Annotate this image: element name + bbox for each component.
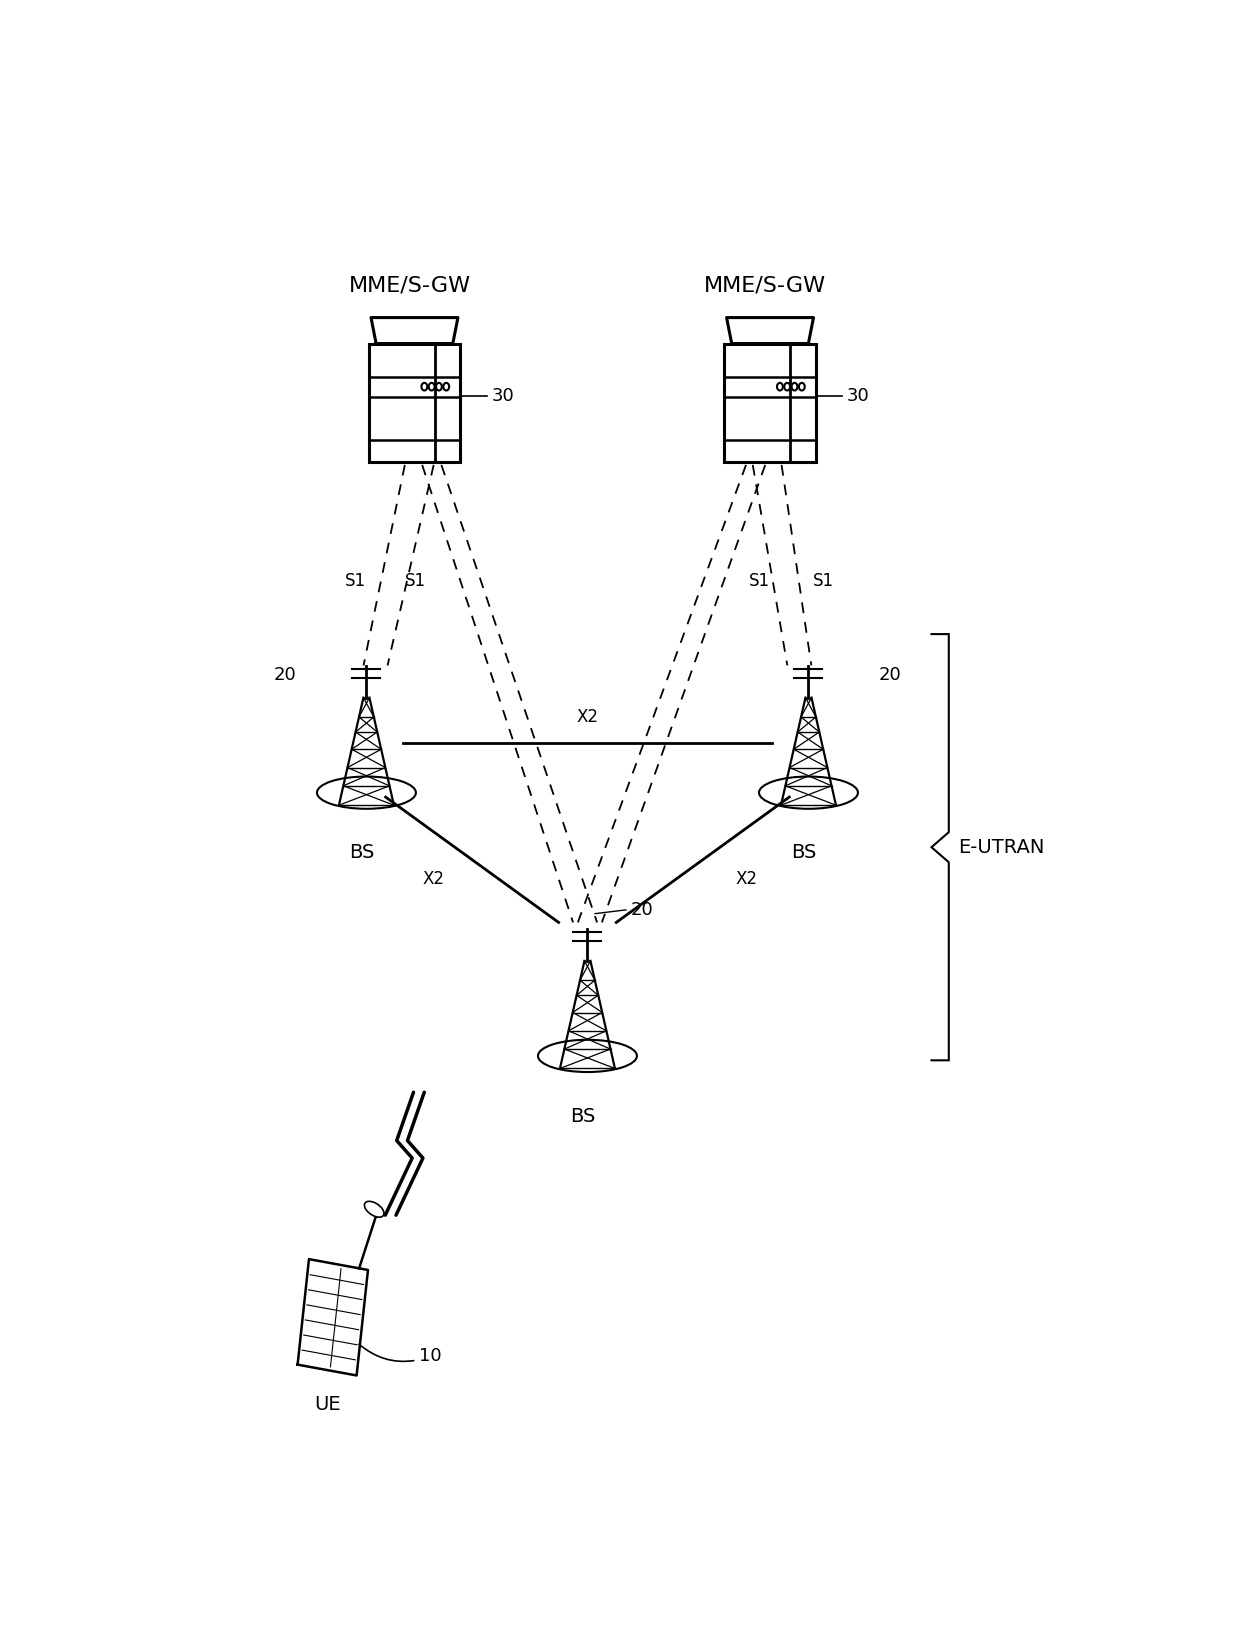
Text: 20: 20	[631, 900, 653, 918]
Text: BS: BS	[348, 843, 374, 863]
Text: S1: S1	[813, 571, 835, 591]
Text: 10: 10	[358, 1345, 441, 1366]
Ellipse shape	[317, 777, 415, 809]
Bar	[724, 344, 816, 462]
Ellipse shape	[365, 1201, 384, 1218]
Text: 20: 20	[879, 666, 901, 684]
Text: X2: X2	[423, 869, 445, 887]
Text: E-UTRAN: E-UTRAN	[959, 838, 1045, 856]
Text: S1: S1	[345, 571, 367, 591]
Text: S1: S1	[404, 571, 427, 591]
Text: X2: X2	[735, 869, 756, 887]
Text: S1: S1	[749, 571, 770, 591]
Ellipse shape	[759, 777, 858, 809]
Text: MME/S-GW: MME/S-GW	[704, 275, 826, 296]
Text: MME/S-GW: MME/S-GW	[348, 275, 471, 296]
Text: 30: 30	[491, 387, 515, 405]
Text: BS: BS	[791, 843, 816, 863]
Text: 20: 20	[273, 666, 296, 684]
Ellipse shape	[538, 1040, 637, 1071]
Text: X2: X2	[577, 708, 599, 726]
Text: UE: UE	[315, 1395, 341, 1415]
Text: BS: BS	[570, 1107, 595, 1125]
Bar	[368, 344, 460, 462]
Polygon shape	[298, 1258, 368, 1376]
Text: 30: 30	[847, 387, 869, 405]
